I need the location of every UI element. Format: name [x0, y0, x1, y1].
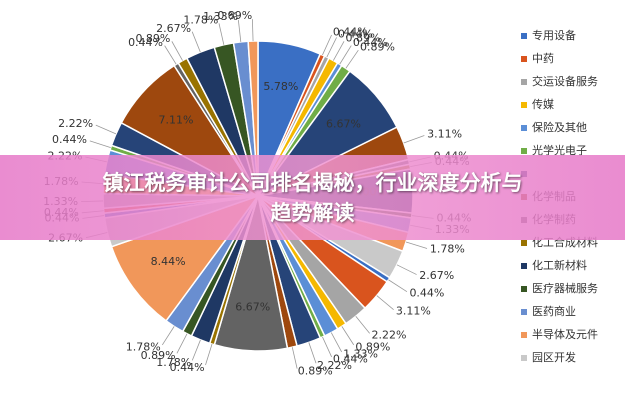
leader-line [191, 31, 201, 53]
data-label: 5.78% [263, 80, 298, 93]
legend-swatch [521, 33, 527, 39]
legend-label: 半导体及元件 [532, 327, 598, 341]
leader-line [339, 45, 352, 65]
leader-line [251, 19, 254, 42]
leader-line [405, 241, 428, 249]
data-label: 1.78% [430, 242, 465, 255]
legend-swatch [521, 263, 527, 269]
leader-line [330, 332, 343, 353]
data-label: 0.44% [128, 36, 163, 49]
data-label: 0.89% [217, 9, 252, 22]
data-label: 1.33% [343, 348, 378, 361]
legend-swatch [521, 125, 527, 131]
leader-line [308, 342, 317, 364]
data-label: 3.11% [427, 127, 462, 140]
chart-title: 镇江税务审计公司排名揭秘，行业深度分析与趋势解读 [102, 170, 523, 225]
leader-line [205, 343, 213, 366]
data-label: 1.33% [203, 10, 238, 23]
leader-line [322, 34, 332, 56]
legend-swatch [521, 355, 527, 361]
data-label: 0.44% [353, 36, 388, 49]
legend-label: 保险及其他 [532, 120, 587, 134]
data-label: 8.44% [151, 255, 186, 268]
legend-swatch [521, 332, 527, 338]
data-label: 0.89% [135, 32, 170, 45]
data-label: 0.89% [345, 32, 380, 45]
legend-label: 园区开发 [532, 350, 576, 364]
data-label: 0.44% [333, 353, 368, 366]
legend-label: 专用设备 [532, 28, 576, 42]
legend-swatch [521, 102, 527, 108]
leader-line [345, 49, 359, 69]
data-label: 2.22% [317, 359, 352, 372]
data-label: 3.11% [396, 305, 431, 318]
data-label: 1.78% [156, 356, 191, 369]
data-label: 1.78% [183, 13, 218, 26]
leader-line [388, 279, 408, 292]
leader-line [332, 41, 345, 61]
data-label: 0.89% [360, 41, 395, 54]
data-label: 0.89% [298, 365, 333, 378]
leader-line [191, 339, 201, 361]
leader-line [89, 140, 111, 149]
leader-line [291, 347, 298, 369]
data-label: 0.44% [338, 28, 373, 41]
leader-line [322, 336, 332, 358]
data-label: 2.22% [372, 329, 407, 342]
legend-swatch [521, 79, 527, 85]
leader-line [176, 333, 188, 354]
legend-label: 交运设备服务 [532, 74, 598, 88]
leader-line [237, 20, 242, 42]
data-label: 0.44% [409, 286, 444, 299]
data-label: 0.44% [52, 133, 87, 146]
data-label: 0.44% [333, 25, 368, 38]
leader-line [161, 326, 175, 346]
leader-line [171, 41, 183, 61]
data-label: 0.89% [141, 349, 176, 362]
data-label: 0.44% [170, 361, 205, 374]
data-label: 6.67% [326, 117, 361, 130]
leader-line [326, 37, 337, 58]
title-banner: 镇江税务审计公司排名揭秘，行业深度分析与趋势解读 [0, 155, 625, 240]
data-label: 2.67% [156, 22, 191, 35]
leader-line [218, 23, 225, 45]
data-label: 7.11% [159, 113, 194, 126]
legend-swatch [521, 240, 527, 246]
data-label: 0.89% [355, 340, 390, 353]
legend-label: 光学光电子 [532, 143, 587, 157]
legend-swatch [521, 309, 527, 315]
legend-label: 化工新材料 [532, 258, 587, 272]
legend-label: 中药 [532, 52, 554, 65]
legend-label: 医药商业 [532, 304, 576, 318]
legend-swatch [521, 56, 527, 62]
data-label: 6.67% [235, 300, 270, 313]
data-label: 2.22% [58, 117, 93, 130]
data-label: 1.78% [126, 340, 161, 353]
leader-line [95, 124, 117, 135]
leader-line [403, 135, 425, 144]
leader-line [341, 326, 355, 346]
leader-line [164, 45, 177, 65]
legend-label: 医疗器械服务 [532, 281, 598, 295]
leader-line [376, 295, 394, 311]
leader-line [396, 264, 417, 275]
data-label: 2.67% [419, 269, 454, 282]
leader-line [355, 316, 370, 334]
legend-swatch [521, 148, 527, 154]
legend-swatch [521, 286, 527, 292]
legend-label: 传媒 [532, 98, 554, 111]
